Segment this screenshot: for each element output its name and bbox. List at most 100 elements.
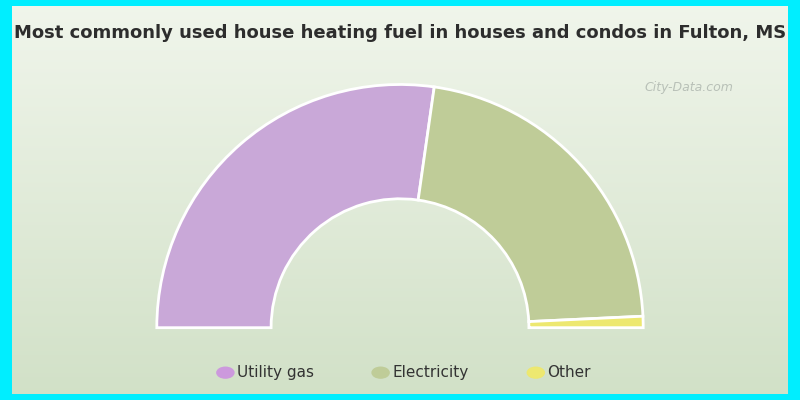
Bar	[12, 76, 788, 77]
Bar	[12, 37, 788, 38]
Bar	[12, 381, 788, 382]
Bar	[12, 293, 788, 294]
Bar	[12, 373, 788, 374]
Bar	[12, 214, 788, 216]
Bar	[12, 96, 788, 98]
Bar	[12, 108, 788, 110]
Bar	[12, 177, 788, 178]
Bar	[12, 134, 788, 135]
Bar	[12, 28, 788, 29]
Bar	[12, 64, 788, 66]
Bar	[12, 69, 788, 71]
Bar	[12, 282, 788, 283]
Bar	[12, 362, 788, 363]
Bar	[12, 346, 788, 348]
Bar	[12, 98, 788, 99]
Bar	[12, 279, 788, 280]
Bar	[12, 55, 788, 56]
Bar	[12, 224, 788, 226]
Bar	[12, 227, 788, 228]
Bar	[12, 304, 788, 305]
Bar	[12, 168, 788, 169]
Bar	[12, 184, 788, 186]
Bar	[12, 334, 788, 336]
Bar	[12, 292, 788, 293]
Bar	[12, 386, 788, 388]
Bar	[12, 296, 788, 297]
Bar	[12, 260, 788, 261]
Bar	[12, 191, 788, 192]
Bar	[12, 179, 788, 181]
Bar	[12, 316, 788, 318]
Bar	[12, 257, 788, 258]
Bar	[12, 350, 788, 351]
Bar	[12, 74, 788, 76]
Bar	[12, 246, 788, 248]
Bar	[12, 263, 788, 265]
Bar	[12, 50, 788, 51]
Bar	[12, 218, 788, 219]
Bar	[12, 182, 788, 183]
Text: Electricity: Electricity	[392, 365, 469, 380]
Bar	[12, 157, 788, 159]
Bar	[12, 139, 788, 140]
Bar	[12, 85, 788, 86]
Bar	[12, 370, 788, 371]
Bar	[12, 318, 788, 319]
Bar	[12, 338, 788, 340]
Bar	[12, 301, 788, 302]
Bar	[12, 249, 788, 250]
Bar	[12, 172, 788, 173]
Bar	[12, 81, 788, 82]
Bar	[12, 67, 788, 68]
Ellipse shape	[527, 367, 544, 378]
Bar	[12, 345, 788, 346]
Bar	[12, 6, 788, 7]
Bar	[12, 199, 788, 200]
Bar	[12, 326, 788, 327]
Bar	[12, 71, 788, 72]
Bar	[12, 60, 788, 62]
Bar	[12, 170, 788, 172]
Bar	[12, 219, 788, 221]
Bar	[12, 276, 788, 278]
Bar	[12, 49, 788, 50]
Bar	[12, 290, 788, 292]
Bar	[12, 328, 788, 329]
Bar	[12, 100, 788, 102]
Bar	[12, 117, 788, 118]
Bar	[12, 322, 788, 323]
Bar	[12, 155, 788, 156]
Bar	[12, 118, 788, 120]
Bar	[12, 94, 788, 95]
Bar	[12, 56, 788, 58]
Bar	[12, 283, 788, 284]
Bar	[12, 221, 788, 222]
Bar	[12, 59, 788, 60]
Bar	[12, 252, 788, 253]
Bar	[12, 305, 788, 306]
Bar	[12, 309, 788, 310]
Bar	[12, 389, 788, 390]
Bar	[12, 284, 788, 285]
Bar	[12, 137, 788, 138]
Bar	[12, 18, 788, 19]
Bar	[12, 106, 788, 107]
Bar	[12, 42, 788, 44]
Bar	[12, 355, 788, 356]
Bar	[12, 187, 788, 188]
Bar	[12, 266, 788, 267]
Bar	[12, 210, 788, 212]
Bar	[12, 183, 788, 184]
Bar	[12, 11, 788, 12]
Bar	[12, 208, 788, 209]
Bar	[12, 122, 788, 124]
Bar	[12, 132, 788, 133]
Bar	[12, 166, 788, 168]
Bar	[12, 130, 788, 132]
Bar	[12, 125, 788, 126]
Bar	[12, 133, 788, 134]
Bar	[12, 354, 788, 355]
Bar	[12, 47, 788, 49]
Bar	[12, 230, 788, 231]
